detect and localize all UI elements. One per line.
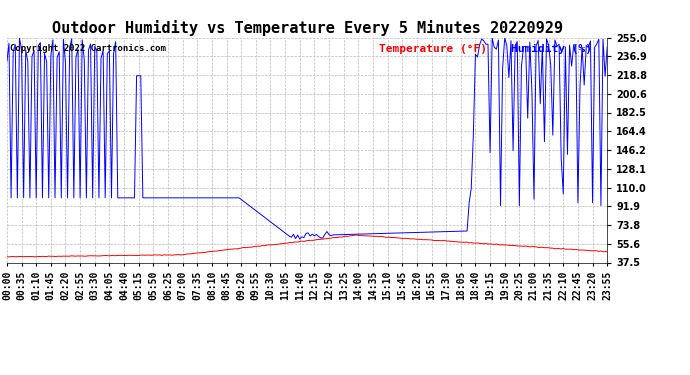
Text: Humidity (%): Humidity (%) [511, 44, 592, 54]
Title: Outdoor Humidity vs Temperature Every 5 Minutes 20220929: Outdoor Humidity vs Temperature Every 5 … [52, 20, 562, 36]
Text: Temperature (°F): Temperature (°F) [379, 44, 487, 54]
Text: Copyright 2022 Cartronics.com: Copyright 2022 Cartronics.com [10, 44, 166, 53]
